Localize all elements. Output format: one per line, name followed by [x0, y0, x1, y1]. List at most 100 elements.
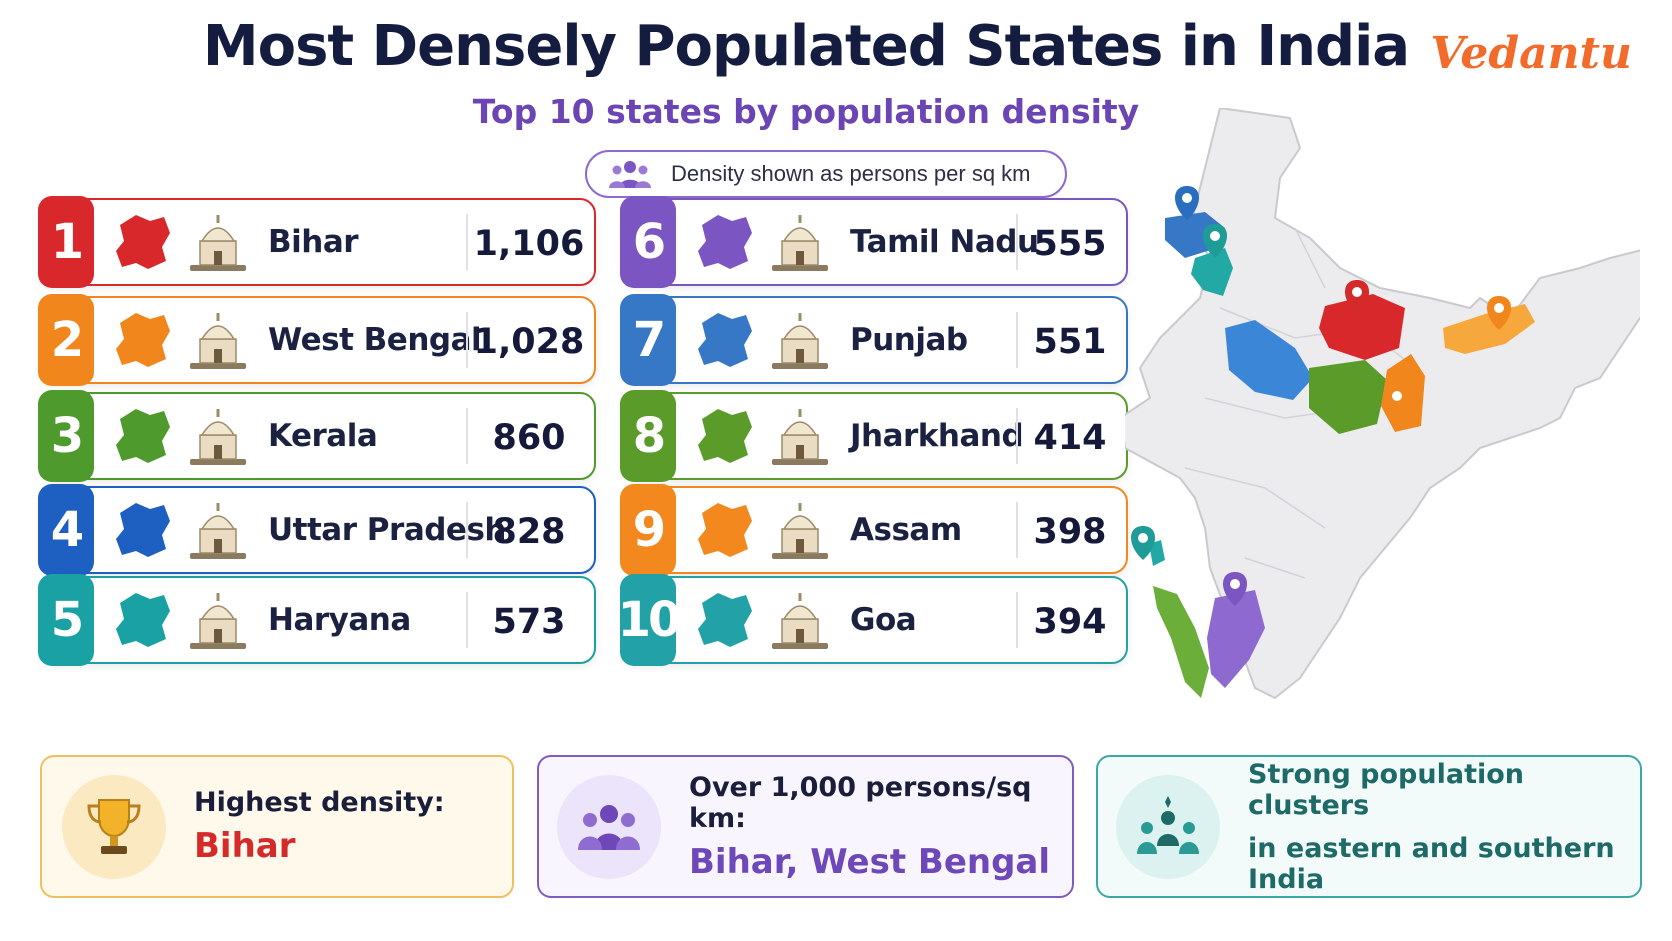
state-map-icon [116, 593, 170, 647]
trophy-icon [87, 798, 141, 854]
density-value: 1,106 [473, 224, 585, 264]
density-value: 828 [492, 512, 566, 552]
houseboat-icon [190, 409, 246, 465]
density-value: 555 [1033, 224, 1107, 264]
waterfall-icon [772, 409, 828, 465]
density-value: 860 [492, 418, 566, 458]
victoria-memorial-icon [190, 313, 246, 369]
state-name: West Bengal [268, 322, 482, 358]
fact-line2: Bihar [194, 826, 296, 866]
assam-region [1443, 304, 1535, 354]
rank-badge: 3 [38, 390, 94, 482]
fact-line2: in eastern and southern India [1248, 832, 1615, 895]
state-card-jharkhand[interactable]: 8 Jharkhand 414 [620, 390, 1128, 482]
state-name: Assam [850, 512, 962, 548]
state-card-punjab[interactable]: 7 Punjab 551 [620, 294, 1128, 386]
density-value: 398 [1033, 512, 1107, 552]
density-value: 414 [1033, 418, 1107, 458]
card-divider [466, 312, 468, 368]
people-icon [609, 161, 651, 188]
pin-tamil-nadu [1223, 572, 1247, 606]
pin-assam [1487, 296, 1511, 330]
density-note: Density shown as persons per sq km [585, 150, 1067, 198]
tamil-nadu-region [1207, 590, 1265, 688]
card-divider [1016, 312, 1018, 368]
temple-gopuram-icon [772, 215, 828, 271]
state-card-west-bengal[interactable]: 2 West Bengal 1,028 [38, 294, 596, 386]
state-map-icon [698, 313, 752, 367]
fact-clusters: Strong population clusters in eastern an… [1096, 755, 1642, 898]
jharkhand-region [1309, 360, 1387, 434]
state-name: Punjab [850, 322, 968, 358]
state-card-tamil-nadu[interactable]: 6 Tamil Nadu 555 [620, 196, 1128, 288]
state-name: Kerala [268, 418, 378, 454]
golden-temple-icon [772, 313, 828, 369]
cluster-icon [1137, 795, 1199, 854]
state-map-icon [698, 409, 752, 463]
state-card-assam[interactable]: 9 Assam 398 [620, 484, 1128, 576]
group-icon [578, 804, 640, 850]
state-map-icon [116, 313, 170, 367]
state-map-icon [116, 215, 170, 269]
card-divider [1016, 214, 1018, 270]
fact-line2: Bihar, West Bengal [689, 841, 1051, 882]
card-divider [466, 502, 468, 558]
state-card-haryana[interactable]: 5 Haryana 573 [38, 574, 596, 666]
density-value: 394 [1033, 602, 1107, 642]
pin-punjab [1175, 186, 1199, 220]
pin-goa [1131, 526, 1155, 560]
rank-badge: 5 [38, 574, 94, 666]
density-value: 1,028 [473, 322, 585, 362]
fact-line1: Highest density: [194, 787, 445, 818]
state-map-icon [116, 409, 170, 463]
rank-badge: 4 [38, 484, 94, 576]
church-icon [772, 593, 828, 649]
haryana-region [1191, 248, 1233, 296]
rank-badge: 2 [38, 294, 94, 386]
state-name: Tamil Nadu [850, 224, 1039, 260]
state-name: Goa [850, 602, 917, 638]
pin-west-bengal [1385, 384, 1409, 418]
state-map-icon [698, 503, 752, 557]
rank-badge: 6 [620, 196, 676, 288]
rank-badge: 8 [620, 390, 676, 482]
rank-badge: 7 [620, 294, 676, 386]
card-divider [466, 592, 468, 648]
card-divider [1016, 592, 1018, 648]
rank-badge: 9 [620, 484, 676, 576]
taj-mahal-icon [190, 503, 246, 559]
bihar-region [1319, 294, 1405, 360]
state-map-icon [698, 215, 752, 269]
state-name: Haryana [268, 602, 411, 638]
state-card-bihar[interactable]: 1 Bihar 1,106 [38, 196, 596, 288]
state-map-icon [698, 593, 752, 647]
fact-over-1000: Over 1,000 persons/sq km: Bihar, West Be… [537, 755, 1074, 898]
rank-badge: 1 [38, 196, 94, 288]
card-divider [466, 214, 468, 270]
fact-line1: Over 1,000 persons/sq km: [689, 771, 1032, 834]
density-value: 551 [1033, 322, 1107, 362]
rhino-icon [772, 503, 828, 559]
rank-badge: 10 [618, 574, 681, 666]
density-note-text: Density shown as persons per sq km [671, 161, 1031, 186]
card-divider [1016, 408, 1018, 464]
density-value: 573 [492, 602, 566, 642]
state-card-kerala[interactable]: 3 Kerala 860 [38, 390, 596, 482]
kerala-region [1153, 586, 1209, 698]
pin-haryana [1203, 224, 1227, 258]
uttar-pradesh-region [1225, 320, 1313, 400]
fact-line1: Strong population clusters [1248, 758, 1524, 821]
state-card-uttar-pradesh[interactable]: 4 Uttar Pradesh 828 [38, 484, 596, 576]
india-map [1125, 108, 1640, 700]
pin-bihar [1345, 280, 1369, 314]
state-name: Bihar [268, 224, 359, 260]
vedantu-logo[interactable]: Vedantu [1430, 28, 1632, 79]
card-divider [466, 408, 468, 464]
page-title: Most Densely Populated States in India [202, 14, 1410, 79]
state-name: Jharkhand [850, 418, 1024, 454]
fact-highest-density: Highest density: Bihar [40, 755, 514, 898]
stupa-icon [190, 215, 246, 271]
state-card-goa[interactable]: 10 Goa 394 [618, 574, 1128, 666]
state-map-icon [116, 503, 170, 557]
gateway-arch-icon [190, 593, 246, 649]
